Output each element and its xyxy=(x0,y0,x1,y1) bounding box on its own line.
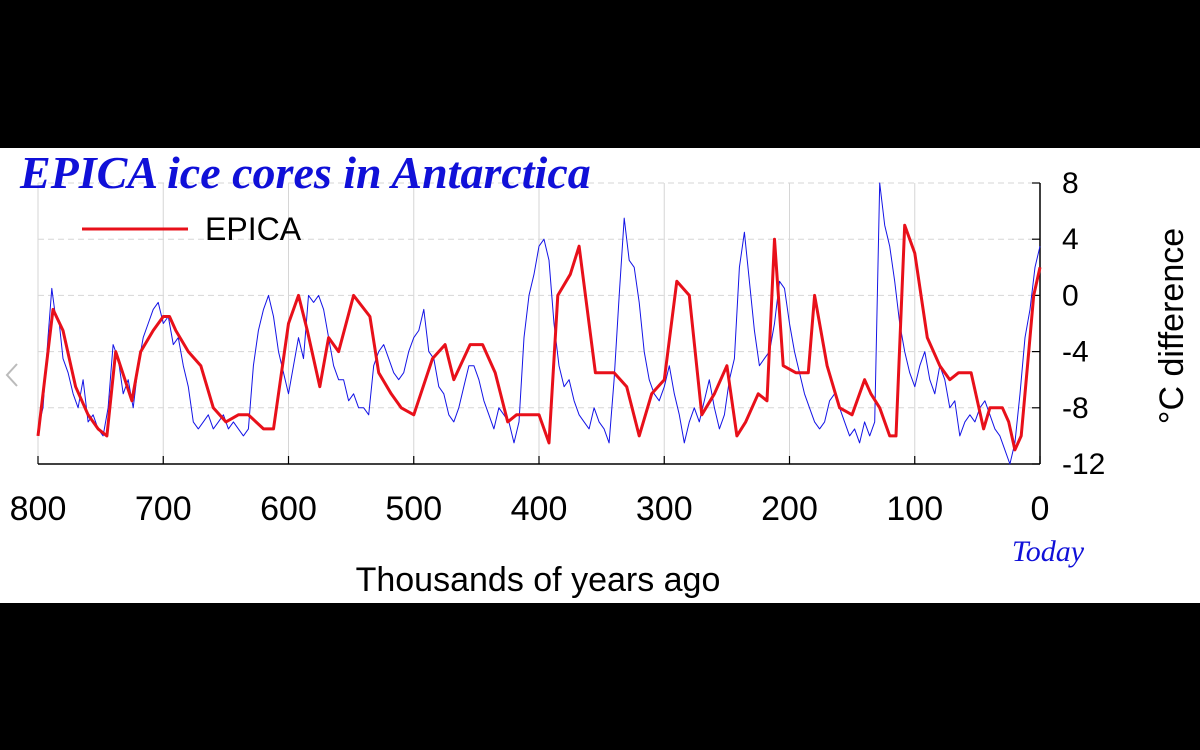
chart-slide: 800 700 600 500 400 300 200 100 0 8 4 0 -4 -8 -12 EPIC… xyxy=(0,148,1200,603)
legend-entry-epica: EPICA xyxy=(205,211,302,247)
grid xyxy=(37,182,1041,465)
x-tick-label: 400 xyxy=(511,490,568,528)
series-line-epica xyxy=(36,223,1042,452)
series-line-raw-temperature xyxy=(37,182,1041,465)
x-tick-label: 300 xyxy=(636,490,693,528)
y-tick-label: -4 xyxy=(1062,336,1089,369)
chart-title: EPICA ice cores in Antarctica xyxy=(19,148,591,198)
y-axis-label: °C difference xyxy=(1153,228,1191,424)
y-tick-label: -12 xyxy=(1062,448,1105,481)
today-annotation: Today xyxy=(1012,535,1085,568)
legend: EPICA xyxy=(82,211,302,247)
tick-labels: 800 700 600 500 400 300 200 100 0 8 4 0 -4 -8 -12 xyxy=(10,167,1106,528)
x-tick-label: 500 xyxy=(385,490,442,528)
x-tick-label: 0 xyxy=(1031,490,1050,528)
y-tick-label: -8 xyxy=(1062,392,1089,425)
x-tick-label: 200 xyxy=(761,490,818,528)
x-tick-label: 600 xyxy=(260,490,317,528)
x-tick-label: 700 xyxy=(135,490,192,528)
y-tick-label: 8 xyxy=(1062,167,1079,200)
x-tick-label: 100 xyxy=(886,490,943,528)
y-tick-label: 0 xyxy=(1062,279,1079,312)
chart-svg: 800 700 600 500 400 300 200 100 0 8 4 0 -4 -8 -12 EPIC… xyxy=(10,148,1191,599)
x-axis-label: Thousands of years ago xyxy=(356,561,721,599)
x-tick-label: 800 xyxy=(10,490,67,528)
axes xyxy=(37,182,1041,465)
series-lines xyxy=(36,182,1042,465)
y-tick-label: 4 xyxy=(1062,223,1079,256)
previous-slide-chevron-icon[interactable] xyxy=(2,360,22,390)
